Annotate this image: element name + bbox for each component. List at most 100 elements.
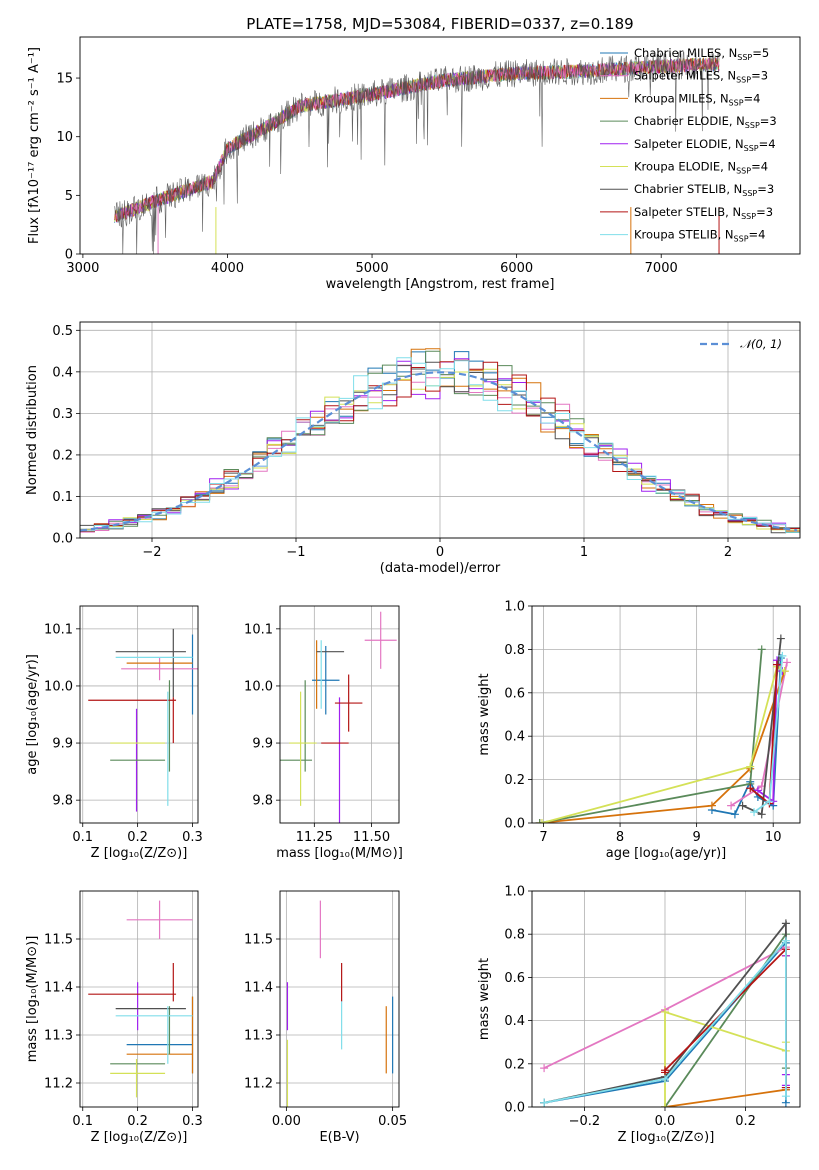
legend-entry: Chabrier ELODIE, NSSP=3 bbox=[634, 114, 777, 130]
weight_vs_age-ytick-label: 1.0 bbox=[504, 600, 525, 615]
mass_vs_ebv-axes: 0.00 0.05 11.2 11.3 11.4 11.5 E(B-V) bbox=[244, 890, 407, 1145]
weight_vs_age-xtick-label: 7 bbox=[539, 830, 547, 845]
legend-entry: Chabrier STELIB, NSSP=3 bbox=[634, 182, 774, 198]
age_vs_mass-ytick-label: 9.8 bbox=[252, 794, 273, 809]
residuals-xtick-label: 0 bbox=[436, 545, 444, 560]
weight-marker bbox=[757, 810, 766, 819]
mass_vs_Z-axes: 0.1 0.2 0.3 11.2 11.3 11.4 11.5 Z [log₁₀(Z/Z⊙)]… bbox=[25, 890, 203, 1145]
weight-marker bbox=[730, 810, 739, 819]
age_vs_Z-axes: 0.1 0.2 0.3 9.8 9.9 10.0 10.1 Z [log₁₀(Z/Z⊙)] ag… bbox=[25, 605, 203, 861]
legend-entry: Salpeter MILES, NSSP=3 bbox=[634, 69, 768, 85]
weight_vs_age-ytick-label: 0.6 bbox=[504, 686, 525, 701]
age_vs_Z-ytick-label: 9.9 bbox=[52, 737, 73, 752]
mass_vs_Z-ytick-label: 11.3 bbox=[44, 1029, 73, 1044]
weight-marker bbox=[540, 1064, 549, 1073]
normal-pdf-curve bbox=[80, 371, 798, 532]
residuals-ytick-label: 0.3 bbox=[52, 407, 73, 422]
mass_vs_Z-xtick-label: 0.2 bbox=[127, 1114, 148, 1129]
spectrum-xtick-label: 5000 bbox=[356, 261, 389, 276]
weight_vs_Z-ytick-label: 0.4 bbox=[504, 1014, 525, 1029]
weight-marker bbox=[660, 1103, 669, 1107]
weight_vs_age-ytick-label: 0.8 bbox=[504, 643, 525, 658]
weight-marker bbox=[780, 667, 789, 676]
spectrum-legend: Chabrier MILES, NSSP=5 Salpeter MILES, NS… bbox=[600, 46, 777, 244]
spectrum-plot-area bbox=[114, 50, 720, 254]
mass_vs_ebv-xlabel: E(B-V) bbox=[319, 1130, 359, 1145]
weight_vs_age-axes: 7 8 9 10 0.0 0.2 0.4 0.6 0.8 1.0 age [log₁₀(age/yr… bbox=[477, 600, 801, 861]
age_vs_Z-xlabel: Z [log₁₀(Z/Z⊙)] bbox=[91, 846, 188, 861]
weight_vs_age-ytick-label: 0.4 bbox=[504, 730, 525, 745]
mass_vs_ebv-ytick-label: 11.5 bbox=[244, 933, 273, 948]
weight-marker bbox=[535, 819, 544, 823]
spectrum-ytick-label: 10 bbox=[56, 130, 73, 145]
weight-marker bbox=[778, 651, 787, 660]
weight_vs_age-plot-area bbox=[535, 634, 791, 823]
age_vs_mass-ytick-label: 10.1 bbox=[244, 622, 273, 637]
weight-marker bbox=[660, 1007, 669, 1016]
mass_vs_Z-ytick-label: 11.2 bbox=[44, 1077, 73, 1092]
mass_vs_ebv-xtick-label: 0.05 bbox=[378, 1114, 407, 1129]
weight_vs_age-xtick-label: 9 bbox=[692, 830, 700, 845]
weight-marker bbox=[540, 1098, 549, 1107]
normal-legend-label: 𝒩(0, 1) bbox=[740, 337, 782, 351]
age_vs_mass-ytick-label: 10.0 bbox=[244, 679, 273, 694]
weight_vs_Z-axes: −0.2 0.0 0.2 0.0 0.2 0.4 0.6 0.8 1.0 Z [log₁₀(Z/Z… bbox=[477, 885, 801, 1145]
weight_vs_Z-xlabel: Z [log₁₀(Z/Z⊙)] bbox=[618, 1130, 715, 1145]
spectrum-xtick-label: 6000 bbox=[500, 261, 533, 276]
weight-marker bbox=[757, 645, 766, 654]
residuals-ytick-label: 0.5 bbox=[52, 324, 73, 339]
mass_vs_Z-plot-area bbox=[88, 900, 194, 1098]
spectrum-ytick-label: 0 bbox=[65, 248, 73, 263]
age_vs_Z-xtick-label: 0.1 bbox=[72, 830, 93, 845]
mass_vs_Z-xtick-label: 0.1 bbox=[72, 1114, 93, 1129]
mass_vs_ebv-ytick-label: 11.3 bbox=[244, 1029, 273, 1044]
mass_vs_Z-ylabel: mass [log₁₀(M/M⊙)] bbox=[25, 936, 40, 1063]
residuals-ylabel: Normed distribution bbox=[25, 365, 40, 495]
age_vs_Z-ylabel: age [log₁₀(age/yr)] bbox=[25, 654, 40, 775]
weight_vs_Z-xtick-label: 0.0 bbox=[655, 1114, 676, 1129]
weight_vs_age-xtick-label: 10 bbox=[765, 830, 782, 845]
weight-series-line bbox=[543, 938, 787, 1104]
mass_vs_Z-xtick-label: 0.3 bbox=[182, 1114, 203, 1129]
weight_vs_age-xlabel: age [log₁₀(age/yr)] bbox=[606, 846, 727, 861]
age_vs_Z-plot-area bbox=[88, 628, 198, 812]
age_vs_Z-xtick-label: 0.3 bbox=[182, 830, 203, 845]
weight_vs_Z-xtick-label: −0.2 bbox=[569, 1114, 601, 1129]
weight-marker bbox=[537, 819, 546, 823]
age_vs_Z-xtick-label: 0.2 bbox=[127, 830, 148, 845]
figure-title: PLATE=1758, MJD=53084, FIBERID=0337, z=0… bbox=[246, 15, 633, 33]
mass_vs_ebv-ytick-label: 11.2 bbox=[244, 1077, 273, 1092]
residuals-axes: −2 −1 0 1 2 0.0 0.1 0.2 0.3 0.4 0.5 (data-model)/er… bbox=[25, 321, 801, 576]
weight-marker bbox=[765, 797, 774, 806]
weight-marker bbox=[781, 936, 790, 945]
residuals-ytick-label: 0.0 bbox=[52, 532, 73, 547]
weight-marker bbox=[727, 801, 736, 810]
mass_vs_Z-ytick-label: 11.4 bbox=[44, 981, 73, 996]
age_vs_Z-ytick-label: 10.1 bbox=[44, 622, 73, 637]
spectrum-xtick-label: 7000 bbox=[645, 261, 678, 276]
residuals-ytick-label: 0.4 bbox=[52, 365, 73, 380]
weight_vs_Z-frame bbox=[531, 890, 801, 1108]
weight-marker bbox=[753, 786, 762, 795]
weight-marker bbox=[746, 762, 755, 771]
residuals-xlabel: (data-model)/error bbox=[380, 561, 501, 576]
age_vs_mass-frame bbox=[279, 605, 400, 824]
residuals-ytick-label: 0.2 bbox=[52, 448, 73, 463]
weight_vs_age-xtick-label: 8 bbox=[616, 830, 624, 845]
age_vs_mass-axes: 11.25 11.50 9.8 9.9 10.0 10.1 mass [log₁₀(M/M⊙… bbox=[244, 605, 403, 861]
residuals-plot-area bbox=[80, 348, 800, 536]
age_vs_Z-ytick-label: 9.8 bbox=[52, 794, 73, 809]
spectrum-xtick-label: 3000 bbox=[66, 261, 99, 276]
mass_vs_Z-xlabel: Z [log₁₀(Z/Z⊙)] bbox=[91, 1130, 188, 1145]
mass_vs_Z-ytick-label: 11.5 bbox=[44, 933, 73, 948]
weight-marker bbox=[776, 634, 785, 643]
weight_vs_Z-xtick-label: 0.2 bbox=[735, 1114, 756, 1129]
spectrum-ytick-label: 15 bbox=[56, 72, 73, 87]
spectrum-xtick-label: 4000 bbox=[211, 261, 244, 276]
spectrum-axes: 3000 4000 5000 6000 7000 0 5 10 15 wavelength [An… bbox=[27, 36, 801, 292]
weight-marker bbox=[782, 658, 791, 667]
mass_vs_ebv-frame bbox=[279, 890, 400, 1108]
residual-histogram bbox=[80, 357, 800, 533]
weight_vs_age-ylabel: mass weight bbox=[477, 673, 492, 755]
weight_vs_Z-ytick-label: 0.8 bbox=[504, 928, 525, 943]
